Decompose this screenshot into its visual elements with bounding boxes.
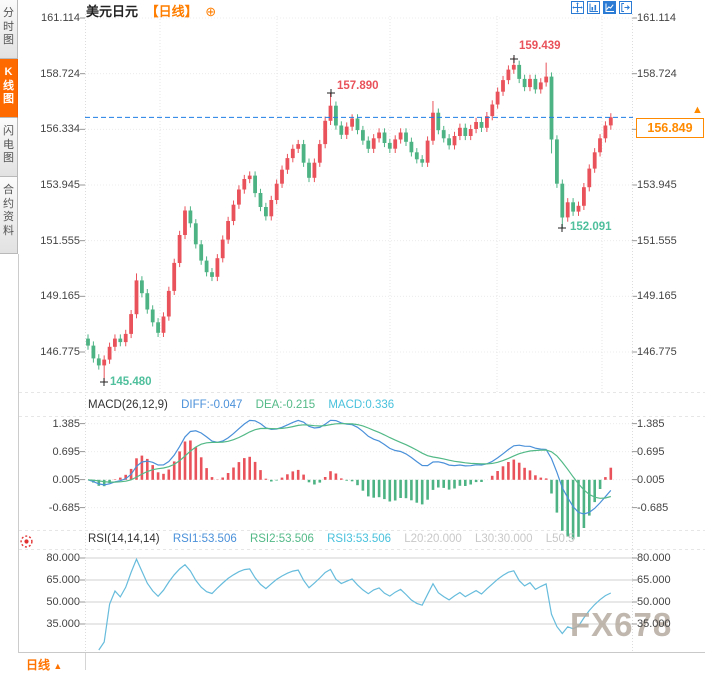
rsi2-value: RSI2:53.506 <box>250 533 314 545</box>
chart-header: 美元日元 【日线】 ⊕ <box>86 1 216 20</box>
chart-style-icon[interactable] <box>603 1 616 14</box>
axis-scale-icon[interactable] <box>587 1 600 14</box>
indicator-settings-icon[interactable] <box>19 534 34 554</box>
symbol-title: 美元日元 <box>86 4 138 19</box>
time-axis-bar: 日线 ▲ <box>19 653 705 670</box>
add-indicator-icon[interactable]: ⊕ <box>205 4 216 19</box>
chart-toolbar <box>571 1 632 14</box>
period-selector[interactable]: 日线 ▲ <box>26 656 62 673</box>
sidebar-tab-3[interactable]: 闪电图 <box>0 118 18 177</box>
rsi-l20-value: L20:20.000 <box>404 533 462 545</box>
period-tag: 【日线】 <box>146 4 198 19</box>
exit-chart-icon[interactable] <box>619 1 632 14</box>
macd-name: MACD(26,12,9) <box>88 399 168 411</box>
footer-divider <box>85 653 86 670</box>
sidebar-tab-1[interactable]: 分时图 <box>0 0 18 59</box>
rsi3-value: RSI3:53.506 <box>327 533 391 545</box>
rsi-l50-value: L50:5 <box>546 533 575 545</box>
sidebar-rail <box>0 254 19 653</box>
rsi-indicator-row: RSI(14,14,14) RSI1:53.506 RSI2:53.506 RS… <box>88 533 585 545</box>
rsi-name: RSI(14,14,14) <box>88 533 160 545</box>
sidebar-tab-4[interactable]: 合约资料 <box>0 177 18 254</box>
macd-diff-value: DIFF:-0.047 <box>181 399 242 411</box>
rsi1-value: RSI1:53.506 <box>173 533 237 545</box>
macd-macd-value: MACD:0.336 <box>328 399 394 411</box>
current-price-value: 156.849 <box>647 121 692 135</box>
macd-dea-value: DEA:-0.215 <box>256 399 315 411</box>
fx678-watermark: FX678 <box>570 606 672 644</box>
price-up-arrow-icon: ▲ <box>692 104 703 116</box>
current-price-box: 156.849 <box>636 118 704 138</box>
rsi-l30-value: L30:30.000 <box>475 533 533 545</box>
macd-indicator-row: MACD(26,12,9) DIFF:-0.047 DEA:-0.215 MAC… <box>88 399 404 411</box>
pan-crosshair-icon[interactable] <box>571 1 584 14</box>
